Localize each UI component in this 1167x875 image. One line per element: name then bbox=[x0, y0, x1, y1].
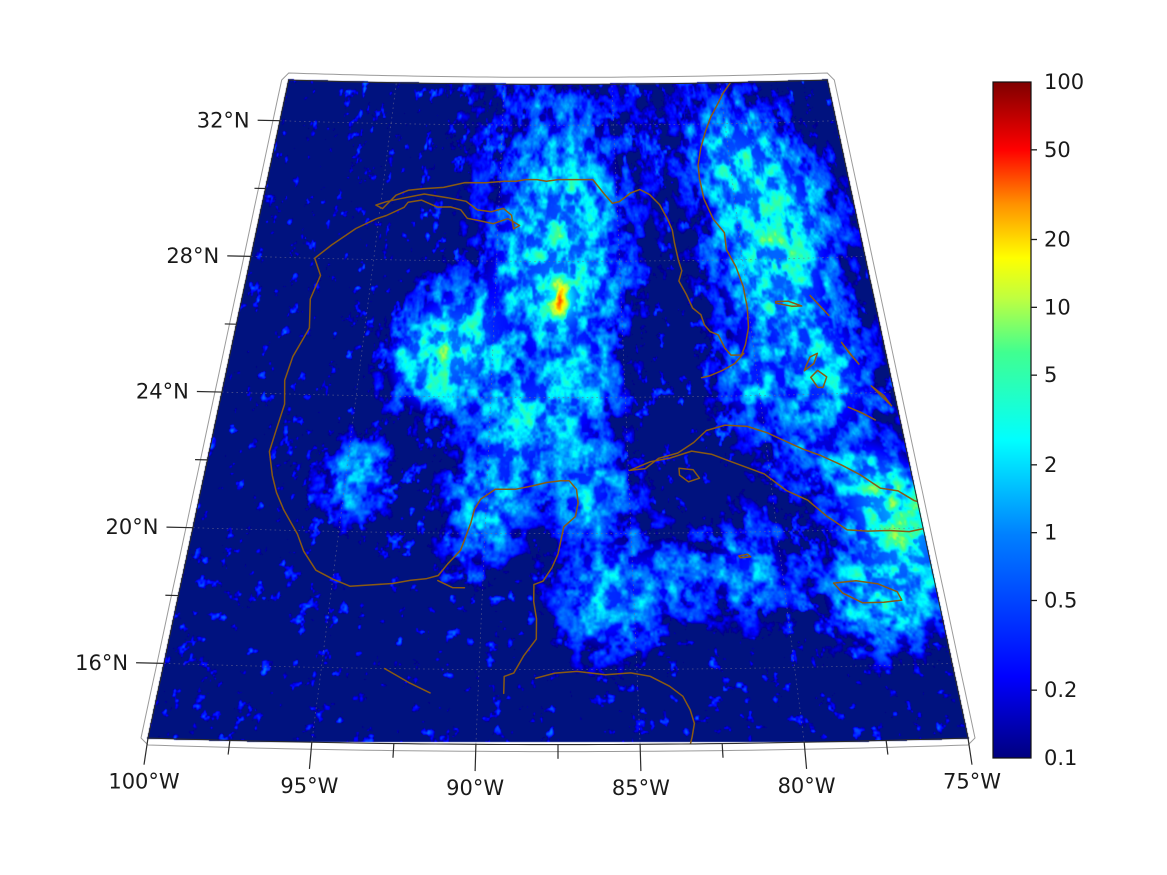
coastline bbox=[535, 670, 696, 745]
y-tick-label: 16°N bbox=[75, 651, 128, 675]
x-tick-label: 95°W bbox=[280, 774, 338, 798]
coastline bbox=[700, 352, 745, 379]
y-tick-label: 24°N bbox=[136, 380, 189, 404]
colorbar-gradient[interactable] bbox=[993, 82, 1031, 758]
coastline bbox=[774, 300, 803, 307]
y-tick-mark bbox=[136, 662, 164, 664]
coastline-group bbox=[268, 81, 968, 745]
colorbar-tick-label: 1 bbox=[1044, 521, 1057, 545]
coastline bbox=[810, 369, 828, 389]
coastline bbox=[847, 406, 877, 421]
x-tick-mark bbox=[967, 737, 973, 765]
x-tick-label: 80°W bbox=[778, 774, 836, 798]
map-frame bbox=[140, 72, 976, 753]
graticule-meridian bbox=[311, 82, 397, 743]
colorbar-tick-label: 5 bbox=[1044, 363, 1057, 387]
colorbar-tick-label: 0.5 bbox=[1044, 588, 1077, 612]
x-minor-tick bbox=[885, 740, 889, 755]
x-tick-label: 85°W bbox=[612, 776, 670, 800]
graticule-parallel bbox=[221, 391, 895, 398]
y-tick-mark bbox=[196, 390, 222, 393]
graticule-meridian bbox=[719, 82, 805, 743]
map-frame-outer bbox=[140, 72, 976, 753]
x-axis-ticks: 100°W 95°W 90°W 85°W 80°W 75°W bbox=[108, 737, 1001, 800]
x-minor-tick bbox=[227, 740, 231, 755]
x-tick-mark bbox=[143, 737, 149, 765]
x-minor-tick bbox=[392, 743, 395, 758]
x-tick-label: 100°W bbox=[108, 770, 180, 794]
graticule-meridian bbox=[611, 84, 641, 745]
colorbar-tick-label: 10 bbox=[1044, 295, 1071, 319]
x-tick-mark bbox=[474, 744, 477, 772]
x-minor-tick bbox=[721, 743, 724, 758]
x-tick-label: 75°W bbox=[943, 770, 1001, 794]
graticule-parallel bbox=[192, 527, 924, 534]
coastline bbox=[629, 424, 945, 533]
colorbar-tick-label: 50 bbox=[1044, 138, 1071, 162]
y-tick-label: 20°N bbox=[106, 515, 159, 539]
y-tick-label: 32°N bbox=[197, 108, 250, 132]
coastline bbox=[840, 341, 860, 365]
x-tick-label: 90°W bbox=[446, 776, 504, 800]
graticule-parallel bbox=[279, 120, 837, 126]
coastline bbox=[437, 579, 466, 589]
coastline bbox=[308, 81, 750, 356]
colorbar-tick-label: 2 bbox=[1044, 453, 1057, 477]
colorbar-tick-label: 100 bbox=[1044, 70, 1084, 94]
coastline bbox=[268, 327, 579, 695]
coastline bbox=[809, 294, 830, 317]
coastline bbox=[832, 580, 903, 604]
colorbar-tick-label: 20 bbox=[1044, 228, 1071, 252]
colorbar-tick-label: 0.1 bbox=[1044, 746, 1077, 770]
y-tick-label: 28°N bbox=[166, 244, 219, 268]
coastline bbox=[738, 553, 752, 559]
x-tick-mark bbox=[308, 742, 313, 769]
x-tick-mark bbox=[803, 742, 808, 769]
coastline bbox=[803, 352, 819, 372]
graticule-parallel bbox=[163, 663, 953, 671]
y-tick-mark bbox=[166, 526, 193, 529]
coastline bbox=[678, 467, 701, 483]
colorbar-border bbox=[992, 81, 1032, 759]
x-tick-mark bbox=[639, 744, 642, 772]
colorbar-tick-label: 0.2 bbox=[1044, 678, 1077, 702]
graticule-parallel bbox=[250, 256, 866, 262]
y-axis-ticks: 16°N 20°N 24°N 28°N 32°N bbox=[75, 108, 280, 675]
colorbar[interactable]: 100 50 20 10 5 2 1 0.5 0.2 0.1 bbox=[992, 70, 1084, 770]
coastline bbox=[870, 385, 893, 407]
coastline bbox=[383, 667, 431, 694]
